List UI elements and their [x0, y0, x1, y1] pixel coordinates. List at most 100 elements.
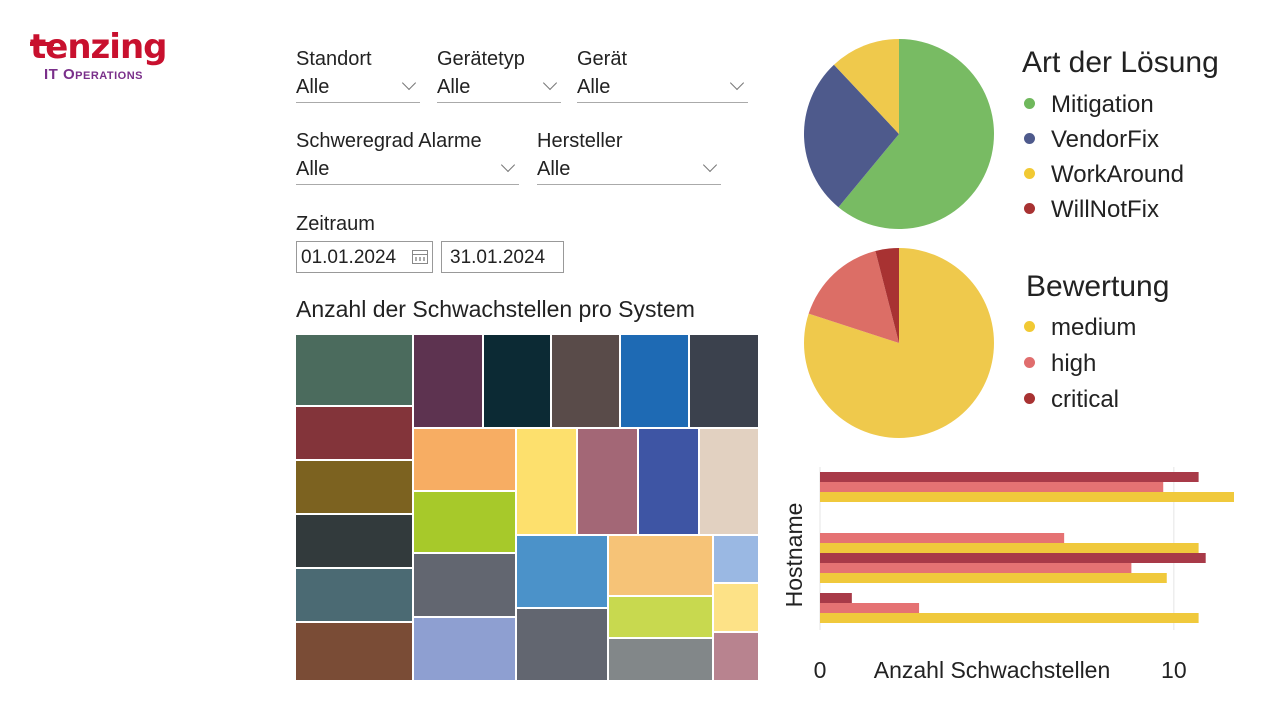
legend-item-mitigation[interactable]: Mitigation: [1024, 90, 1154, 120]
legend-title-art-der-loesung: Art der Lösung: [1022, 46, 1219, 79]
treemap-cell-13[interactable]: [414, 492, 515, 552]
legend-title-bewertung: Bewertung: [1026, 270, 1170, 303]
treemap-cell-4[interactable]: [296, 515, 412, 567]
schweregrad-value: Alle: [296, 158, 330, 180]
legend-label: VendorFix: [1051, 126, 1160, 153]
legend-dot-icon: [1024, 133, 1035, 145]
bar-chart-hostname: 0 10 Anzahl Schwachstellen Hostname: [781, 467, 1234, 683]
pie-chart-art-der-loesung: [804, 39, 994, 229]
filter-geraetetyp: Gerätetyp Alle: [437, 46, 561, 103]
filter-schweregrad: Schweregrad Alarme Alle: [296, 128, 519, 185]
geraetetyp-dropdown[interactable]: Alle: [437, 72, 561, 103]
legend-dot-icon: [1024, 98, 1035, 110]
bar-series2-host4[interactable]: [820, 603, 920, 613]
geraet-dropdown[interactable]: Alle: [577, 72, 748, 103]
filter-geraet: Gerät Alle: [577, 46, 748, 103]
standort-value: Alle: [296, 76, 330, 98]
treemap-cell-1[interactable]: [296, 335, 412, 405]
bar-series2-host3[interactable]: [820, 563, 1132, 573]
schweregrad-dropdown[interactable]: Alle: [296, 154, 519, 185]
calendar-icon[interactable]: [412, 250, 428, 264]
legend-item-willnotfix[interactable]: WillNotFix: [1024, 195, 1159, 225]
filter-standort: Standort Alle: [296, 46, 420, 103]
chevron-down-icon: [542, 75, 558, 91]
pie-art-der-loesung-slice-mitigation[interactable]: [838, 39, 994, 229]
legend-item-medium[interactable]: medium: [1024, 313, 1136, 343]
filter-hersteller-label: Hersteller: [537, 130, 623, 152]
filter-hersteller: Hersteller Alle: [537, 128, 721, 185]
y-axis-label: Hostname: [781, 503, 807, 608]
filter-standort-label: Standort: [296, 48, 372, 70]
treemap-cell-3[interactable]: [296, 461, 412, 513]
geraet-value: Alle: [577, 76, 611, 98]
legend-item-high[interactable]: high: [1024, 349, 1096, 379]
x-axis-label: Anzahl Schwachstellen: [874, 657, 1111, 683]
treemap-cell-2[interactable]: [296, 407, 412, 459]
bar-series1-host4[interactable]: [820, 593, 852, 603]
bar-series3-host2[interactable]: [820, 543, 1199, 553]
legend-item-workaround[interactable]: WorkAround: [1024, 160, 1184, 190]
treemap-cell-6[interactable]: [296, 623, 412, 680]
legend-dot-icon: [1024, 357, 1035, 369]
legend-label: WillNotFix: [1051, 196, 1159, 223]
treemap-cell-21[interactable]: [517, 609, 607, 680]
bar-series3-host1[interactable]: [820, 492, 1234, 502]
date-from-input[interactable]: 01.01.2024: [296, 241, 433, 273]
treemap-cell-5[interactable]: [296, 569, 412, 621]
treemap-cell-22[interactable]: [609, 536, 712, 595]
x-tick-label: 0: [814, 657, 827, 683]
date-to-input[interactable]: 31.01.2024: [441, 241, 564, 273]
pie-art-der-loesung-slice-workaround[interactable]: [833, 39, 899, 134]
pie-bewertung-slice-critical[interactable]: [875, 248, 899, 343]
treemap-cell-16[interactable]: [517, 429, 576, 534]
treemap-cell-14[interactable]: [414, 554, 515, 616]
treemap-cell-20[interactable]: [517, 536, 607, 607]
legend-label: Mitigation: [1051, 91, 1154, 118]
bar-series2-host2[interactable]: [820, 533, 1065, 543]
treemap-cell-27[interactable]: [714, 633, 758, 680]
filter-geraet-label: Gerät: [577, 48, 628, 70]
geraetetyp-value: Alle: [437, 76, 471, 98]
treemap-cell-23[interactable]: [609, 597, 712, 637]
pie-bewertung-slice-high[interactable]: [808, 250, 899, 343]
treemap-cell-7[interactable]: [414, 335, 482, 427]
logo-subtitle: IT Operations: [44, 66, 144, 83]
treemap-cell-17[interactable]: [578, 429, 637, 534]
legend-item-critical[interactable]: critical: [1024, 385, 1119, 415]
logo-wordmark: tenzing: [30, 30, 190, 64]
standort-dropdown[interactable]: Alle: [296, 72, 420, 103]
treemap-cell-9[interactable]: [552, 335, 619, 427]
legend-dot-icon: [1024, 203, 1035, 215]
treemap-cell-8[interactable]: [484, 335, 550, 427]
bar-series1-host3[interactable]: [820, 553, 1206, 563]
treemap-chart: [296, 335, 758, 680]
treemap-cell-24[interactable]: [609, 639, 712, 680]
filter-geraetetyp-label: Gerätetyp: [437, 48, 525, 70]
treemap-cell-19[interactable]: [700, 429, 758, 534]
treemap-cell-11[interactable]: [690, 335, 758, 427]
filter-schweregrad-label: Schweregrad Alarme: [296, 130, 482, 152]
hersteller-dropdown[interactable]: Alle: [537, 154, 721, 185]
treemap-cell-26[interactable]: [714, 584, 758, 631]
date-to-value: 31.01.2024: [450, 247, 546, 268]
legend-item-vendorfix[interactable]: VendorFix: [1024, 125, 1159, 155]
pie-art-der-loesung-slice-vendorfix[interactable]: [804, 64, 899, 208]
tenzing-logo: tenzing IT Operations: [30, 30, 190, 86]
bar-series2-host1[interactable]: [820, 482, 1164, 492]
treemap-cell-12[interactable]: [414, 429, 515, 490]
bar-series3-host4[interactable]: [820, 613, 1199, 623]
treemap-cell-10[interactable]: [621, 335, 688, 427]
treemap-cell-25[interactable]: [714, 536, 758, 582]
legend-dot-icon: [1024, 321, 1035, 333]
bar-series3-host3[interactable]: [820, 573, 1167, 583]
legend-label: medium: [1051, 314, 1137, 341]
bar-series1-host1[interactable]: [820, 472, 1199, 482]
treemap-cell-18[interactable]: [639, 429, 698, 534]
date-from-value: 01.01.2024: [301, 247, 397, 268]
chevron-down-icon: [401, 75, 417, 91]
chevron-down-icon: [729, 75, 745, 91]
chevron-down-icon: [500, 157, 516, 173]
legend-label: high: [1051, 350, 1097, 377]
legend-dot-icon: [1024, 393, 1035, 405]
treemap-cell-15[interactable]: [414, 618, 515, 680]
